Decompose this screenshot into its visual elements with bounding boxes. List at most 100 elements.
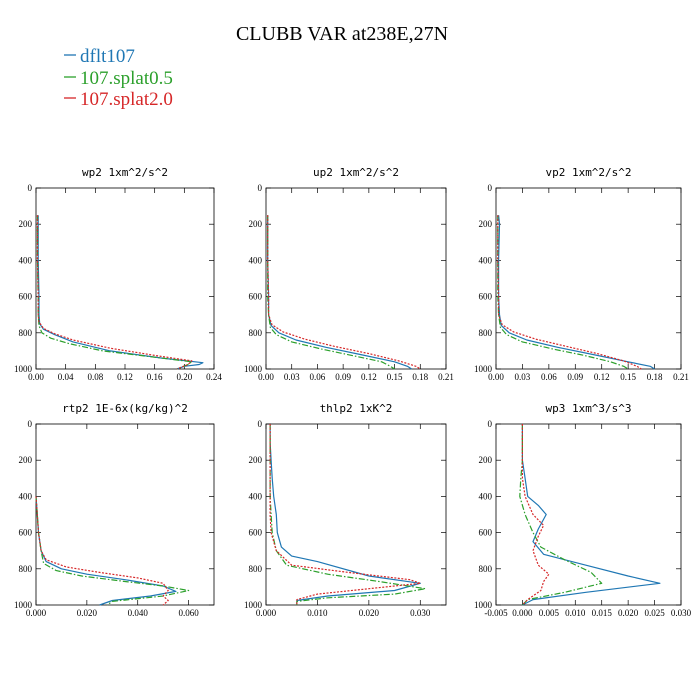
- y-tick-label: 1000: [14, 600, 33, 610]
- series-line-107-splat0-5: [269, 424, 426, 605]
- legend-label-dflt107: dflt107: [80, 46, 135, 67]
- x-tick-label: 0.18: [647, 372, 663, 382]
- series-line-107-splat2-0: [267, 215, 421, 370]
- x-tick-label: 0.015: [592, 608, 613, 618]
- y-tick-label: 800: [249, 564, 263, 574]
- y-tick-label: 0: [28, 419, 33, 429]
- y-tick-label: 200: [479, 219, 493, 229]
- series-line-dflt107: [521, 424, 661, 606]
- legend-label-splat05: 107.splat0.5: [80, 68, 173, 89]
- x-tick-label: 0.000: [256, 608, 277, 618]
- plot-frame: [495, 423, 682, 606]
- plot-frame: [265, 423, 447, 606]
- y-tick-label: 1000: [244, 600, 263, 610]
- y-tick-label: 0: [488, 419, 493, 429]
- x-tick-label: 0.000: [512, 608, 533, 618]
- x-tick-label: 0.010: [307, 608, 328, 618]
- x-tick-label: 0.000: [26, 608, 47, 618]
- series-line-107-splat0-5: [519, 424, 603, 606]
- y-tick-label: 400: [249, 491, 263, 501]
- x-tick-label: 0.12: [117, 372, 133, 382]
- x-tick-label: 0.21: [673, 372, 689, 382]
- x-tick-label: 0.09: [335, 372, 351, 382]
- x-tick-label: 0.03: [284, 372, 300, 382]
- legend-entry-dflt107: dflt107: [64, 46, 135, 67]
- y-tick-label: 400: [19, 255, 33, 265]
- x-tick-label: -0.005: [484, 608, 508, 618]
- x-tick-label: 0.15: [387, 372, 403, 382]
- x-tick-label: 0.20: [176, 372, 192, 382]
- series-line-107-splat0-5: [267, 215, 395, 370]
- legend-entry-splat20: 107.splat2.0: [64, 89, 173, 110]
- x-tick-label: 0.030: [410, 608, 431, 618]
- x-tick-label: 0.24: [206, 372, 222, 382]
- y-tick-label: 600: [249, 292, 263, 302]
- x-tick-label: 0.04: [58, 372, 74, 382]
- legend: dflt107 107.splat0.5 107.splat2.0: [64, 46, 173, 110]
- series-line-107-splat0-5: [497, 215, 629, 370]
- y-tick-label: 200: [249, 219, 263, 229]
- y-tick-label: 1000: [474, 364, 493, 374]
- series-line-107-splat2-0: [269, 424, 421, 605]
- panel-title: up2 1xm^2/s^2: [313, 166, 399, 179]
- x-tick-label: 0.030: [671, 608, 692, 618]
- y-tick-label: 0: [488, 183, 493, 193]
- panel-6: wp3 1xm^3/s^3 0 200 400 600 800 1000-0.005 0.00…: [474, 402, 692, 618]
- series-line-107-splat2-0: [497, 215, 642, 370]
- y-tick-label: 200: [19, 219, 33, 229]
- y-tick-label: 1000: [14, 364, 33, 374]
- series-line-107-splat2-0: [36, 215, 193, 370]
- x-tick-label: 0.00: [488, 372, 504, 382]
- legend-entry-splat05: 107.splat0.5: [64, 68, 173, 89]
- panel-title: vp2 1xm^2/s^2: [545, 166, 631, 179]
- y-tick-label: 0: [258, 419, 263, 429]
- series-line-dflt107: [37, 215, 204, 370]
- x-tick-label: 0.21: [438, 372, 454, 382]
- series-line-dflt107: [498, 215, 655, 370]
- series-line-107-splat0-5: [36, 215, 193, 370]
- y-tick-label: 600: [19, 292, 33, 302]
- x-tick-label: 0.020: [359, 608, 380, 618]
- figure-title: CLUBB VAR at238E,27N: [236, 23, 448, 45]
- x-tick-label: 0.08: [87, 372, 103, 382]
- panel-4: rtp2 1E-6x(kg/kg)^2 0 200 400 600 800 10000.00…: [14, 402, 215, 618]
- y-tick-label: 400: [479, 491, 493, 501]
- x-tick-label: 0.020: [618, 608, 639, 618]
- x-tick-label: 0.06: [310, 372, 326, 382]
- series-line-dflt107: [35, 496, 177, 606]
- x-tick-label: 0.005: [539, 608, 560, 618]
- y-tick-label: 0: [28, 183, 33, 193]
- x-tick-label: 0.00: [28, 372, 44, 382]
- series-line-107-splat2-0: [35, 496, 169, 606]
- y-tick-label: 800: [479, 328, 493, 338]
- y-tick-label: 800: [19, 328, 33, 338]
- panel-title: wp3 1xm^3/s^3: [545, 402, 631, 415]
- y-tick-label: 600: [479, 292, 493, 302]
- panel-title: thlp2 1xK^2: [320, 402, 393, 415]
- x-tick-label: 0.18: [412, 372, 428, 382]
- series-line-dflt107: [269, 424, 421, 605]
- x-tick-label: 0.060: [178, 608, 199, 618]
- y-tick-label: 200: [479, 455, 493, 465]
- x-tick-label: 0.025: [644, 608, 665, 618]
- plot-frame: [495, 187, 682, 370]
- y-tick-label: 1000: [474, 600, 493, 610]
- y-tick-label: 800: [19, 564, 33, 574]
- y-tick-label: 600: [249, 528, 263, 538]
- panel-title: wp2 1xm^2/s^2: [82, 166, 168, 179]
- x-tick-label: 0.040: [128, 608, 149, 618]
- x-tick-label: 0.15: [620, 372, 636, 382]
- plot-frame: [265, 187, 447, 370]
- y-tick-label: 400: [479, 255, 493, 265]
- x-tick-label: 0.00: [258, 372, 274, 382]
- x-tick-label: 0.03: [515, 372, 531, 382]
- x-tick-label: 0.16: [147, 372, 163, 382]
- series-line-107-splat0-5: [35, 496, 190, 606]
- x-tick-label: 0.12: [594, 372, 610, 382]
- y-tick-label: 400: [249, 255, 263, 265]
- x-tick-label: 0.06: [541, 372, 557, 382]
